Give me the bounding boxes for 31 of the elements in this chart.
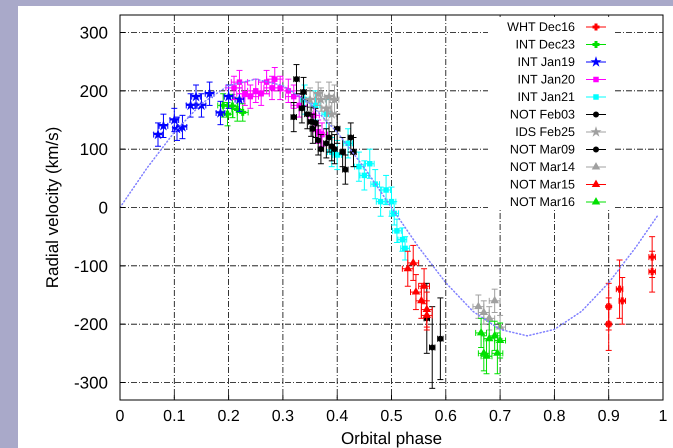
y-tick-label: -300 bbox=[74, 374, 108, 392]
legend-label: INT Jan19 bbox=[518, 55, 576, 69]
legend-label: NOT Mar15 bbox=[510, 178, 576, 192]
x-tick-label: 0.8 bbox=[543, 408, 566, 425]
legend-label: INT Jan20 bbox=[518, 72, 576, 86]
x-axis-title: Orbital phase bbox=[340, 429, 442, 448]
y-tick-label: 300 bbox=[80, 24, 108, 42]
y-tick-label: 200 bbox=[80, 82, 108, 101]
x-tick-label: 0.5 bbox=[380, 408, 403, 425]
x-tick-label: 0.6 bbox=[434, 408, 458, 425]
legend-label: INT Jan21 bbox=[518, 90, 576, 104]
legend-label: INT Dec23 bbox=[515, 38, 576, 52]
x-tick-label: 0.9 bbox=[598, 408, 620, 425]
legend-label: NOT Mar14 bbox=[510, 160, 576, 174]
y-tick-label: -200 bbox=[74, 315, 108, 334]
x-tick-label: 0.3 bbox=[272, 408, 294, 425]
x-tick-label: 0.1 bbox=[163, 408, 186, 425]
x-tick-label: 0.7 bbox=[488, 408, 512, 425]
y-tick-label: 100 bbox=[80, 140, 108, 160]
y-axis-title: Radial velocity (km/s) bbox=[43, 126, 62, 288]
legend-label: NOT Mar16 bbox=[510, 195, 576, 209]
x-tick-label: 0.2 bbox=[217, 408, 240, 425]
legend-label: IDS Feb25 bbox=[515, 125, 576, 139]
y-tick-label: 0 bbox=[98, 198, 108, 218]
x-tick-label: 0 bbox=[116, 408, 125, 425]
legend-label: NOT Mar09 bbox=[510, 142, 576, 156]
legend-label: WHT Dec16 bbox=[507, 20, 576, 34]
x-tick-label: 0.4 bbox=[326, 408, 348, 425]
y-tick-label: -100 bbox=[74, 256, 108, 276]
x-tick-label: 1 bbox=[658, 408, 668, 425]
legend-label: NOT Feb03 bbox=[510, 108, 576, 122]
